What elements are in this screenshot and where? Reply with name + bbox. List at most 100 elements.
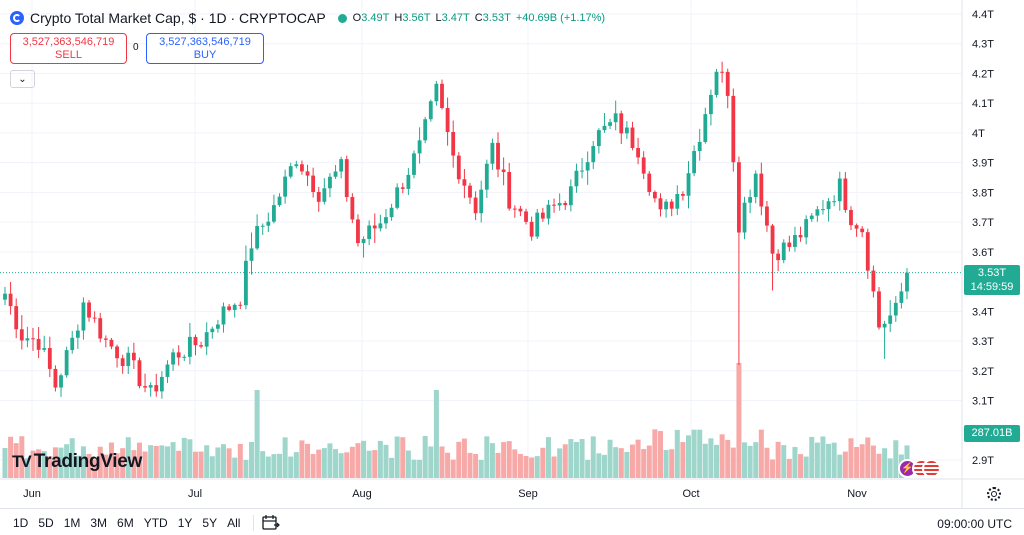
range-button-all[interactable]: All (227, 516, 241, 530)
candle-body (260, 225, 265, 227)
price-axis[interactable]: 4.4T 4.3T 4.2T 4.1T 4T 3.9T 3.8T 3.7T 3.6T 3.4T 3.… (972, 9, 994, 467)
candle-body (367, 225, 372, 240)
candle-body (697, 142, 702, 152)
candle-body (871, 270, 876, 292)
volume-bar (568, 439, 574, 478)
volume-bar (86, 453, 92, 478)
volume-bar (136, 442, 142, 478)
time-axis[interactable]: Jun Jul Aug Sep Oct Nov (23, 488, 867, 500)
bar-countdown: 14:59:59 (970, 281, 1014, 293)
range-selector[interactable]: 1D 5D 1M 3M 6M YTD 1Y 5Y All (8, 516, 245, 530)
ohlc-item: O3.49T (353, 12, 390, 24)
candle-body (59, 375, 63, 388)
candle-body (131, 352, 136, 361)
tradingview-logo[interactable]: TV TradingView (12, 451, 142, 473)
candle-body (781, 242, 786, 261)
bottom-toolbar: 1D 5D 1M 3M 6M YTD 1Y 5Y All 09:00:00 UTC (0, 508, 1024, 535)
volume-bar (473, 454, 479, 478)
event-flags[interactable]: ⚡ (898, 459, 941, 479)
us-flag-icon[interactable] (922, 459, 941, 478)
go-to-date-calendar-icon[interactable] (262, 515, 280, 530)
candle-body (854, 225, 859, 229)
volume-bar (36, 449, 42, 478)
volume-bar (590, 436, 596, 478)
range-button-5y[interactable]: 5Y (202, 516, 218, 530)
symbol-title[interactable]: Crypto Total Market Cap, $ · 1D · CRYPTO… (30, 10, 326, 26)
candle-body (535, 212, 540, 237)
candle-body (765, 206, 769, 226)
volume-bar (176, 450, 182, 478)
volume-bar (187, 439, 193, 478)
candle-body (199, 345, 203, 347)
ohlc-values: O3.49T H3.56T L3.47T C3.53T +40.69B (+1.17%) (353, 12, 610, 24)
volume-bar (887, 458, 893, 478)
volume-bar (859, 444, 865, 478)
range-button-ytd[interactable]: YTD (143, 516, 168, 530)
candlestick-chart[interactable]: 4.4T 4.3T 4.2T 4.1T 4T 3.9T 3.8T 3.7T 3.6T 3.4T 3.… (0, 0, 1024, 508)
volume-bar (663, 450, 669, 478)
candle-body (316, 192, 321, 202)
candle-body (574, 170, 579, 187)
candle-body (821, 209, 825, 211)
candle-body (714, 71, 719, 95)
candle-body (64, 350, 69, 376)
candle-body (350, 197, 355, 220)
candle-body (720, 71, 725, 73)
volume-bar (826, 443, 832, 478)
ohlc-item: +40.69B (+1.17%) (516, 12, 605, 24)
candle-body (221, 306, 226, 325)
market-status-icon[interactable] (337, 13, 347, 23)
range-button-3m[interactable]: 3M (90, 516, 108, 530)
volume-bar (798, 454, 804, 478)
candle-body (42, 348, 47, 350)
volume-bar (142, 451, 148, 478)
volume-bar (125, 437, 131, 478)
volume-bar (613, 447, 619, 478)
current-price: 3.53T (977, 267, 1007, 279)
candle-body (849, 210, 853, 226)
exchange-time[interactable]: 09:00:00 UTC (937, 517, 1012, 531)
price-tick-label: 4T (972, 128, 985, 140)
range-button-1d[interactable]: 1D (13, 516, 29, 530)
grid (0, 0, 1024, 508)
candle-body (675, 194, 680, 209)
volume-bar (870, 445, 876, 478)
candle-body (244, 260, 248, 306)
candle-body (356, 219, 360, 244)
candle-body (8, 293, 13, 307)
candle-body (552, 204, 556, 206)
settings-gear-icon[interactable] (987, 487, 1001, 501)
legend-collapse-button[interactable]: ⌄ (10, 70, 35, 88)
range-button-6m[interactable]: 6M (117, 516, 134, 530)
ohlc-value: 3.47T (441, 12, 470, 24)
price-tick-label: 4.4T (972, 9, 994, 21)
volume-bar (601, 454, 607, 478)
symbol-legend[interactable]: Crypto Total Market Cap, $ · 1D · CRYPTO… (10, 10, 610, 26)
candle-body (372, 225, 377, 229)
buy-button[interactable]: 3,527,363,546,719 BUY (146, 33, 264, 64)
candle-body (423, 119, 428, 141)
time-tick-label: Aug (352, 488, 372, 500)
volume-bar (697, 429, 703, 478)
candle-body (294, 164, 299, 167)
range-button-5d[interactable]: 5D (38, 516, 54, 530)
candle-body (725, 71, 730, 96)
volume-bar (657, 431, 663, 478)
candle-body (524, 211, 528, 222)
sell-label: SELL (55, 49, 82, 61)
range-button-1y[interactable]: 1Y (177, 516, 193, 530)
brand-name: TradingView (33, 451, 143, 472)
candle-body (692, 151, 697, 174)
candle-body (658, 198, 663, 210)
candle-body (703, 114, 708, 143)
range-button-1m[interactable]: 1M (63, 516, 81, 530)
volume-bar (299, 440, 305, 478)
sell-button[interactable]: 3,527,363,546,719 SELL (10, 33, 127, 64)
candle-body (540, 212, 545, 219)
candle-body (709, 94, 713, 115)
volume-bar (512, 449, 518, 478)
candle-body (882, 323, 887, 328)
volume-bar (708, 438, 714, 478)
volume-bar (831, 442, 837, 478)
price-tick-label: 4.3T (972, 39, 994, 51)
